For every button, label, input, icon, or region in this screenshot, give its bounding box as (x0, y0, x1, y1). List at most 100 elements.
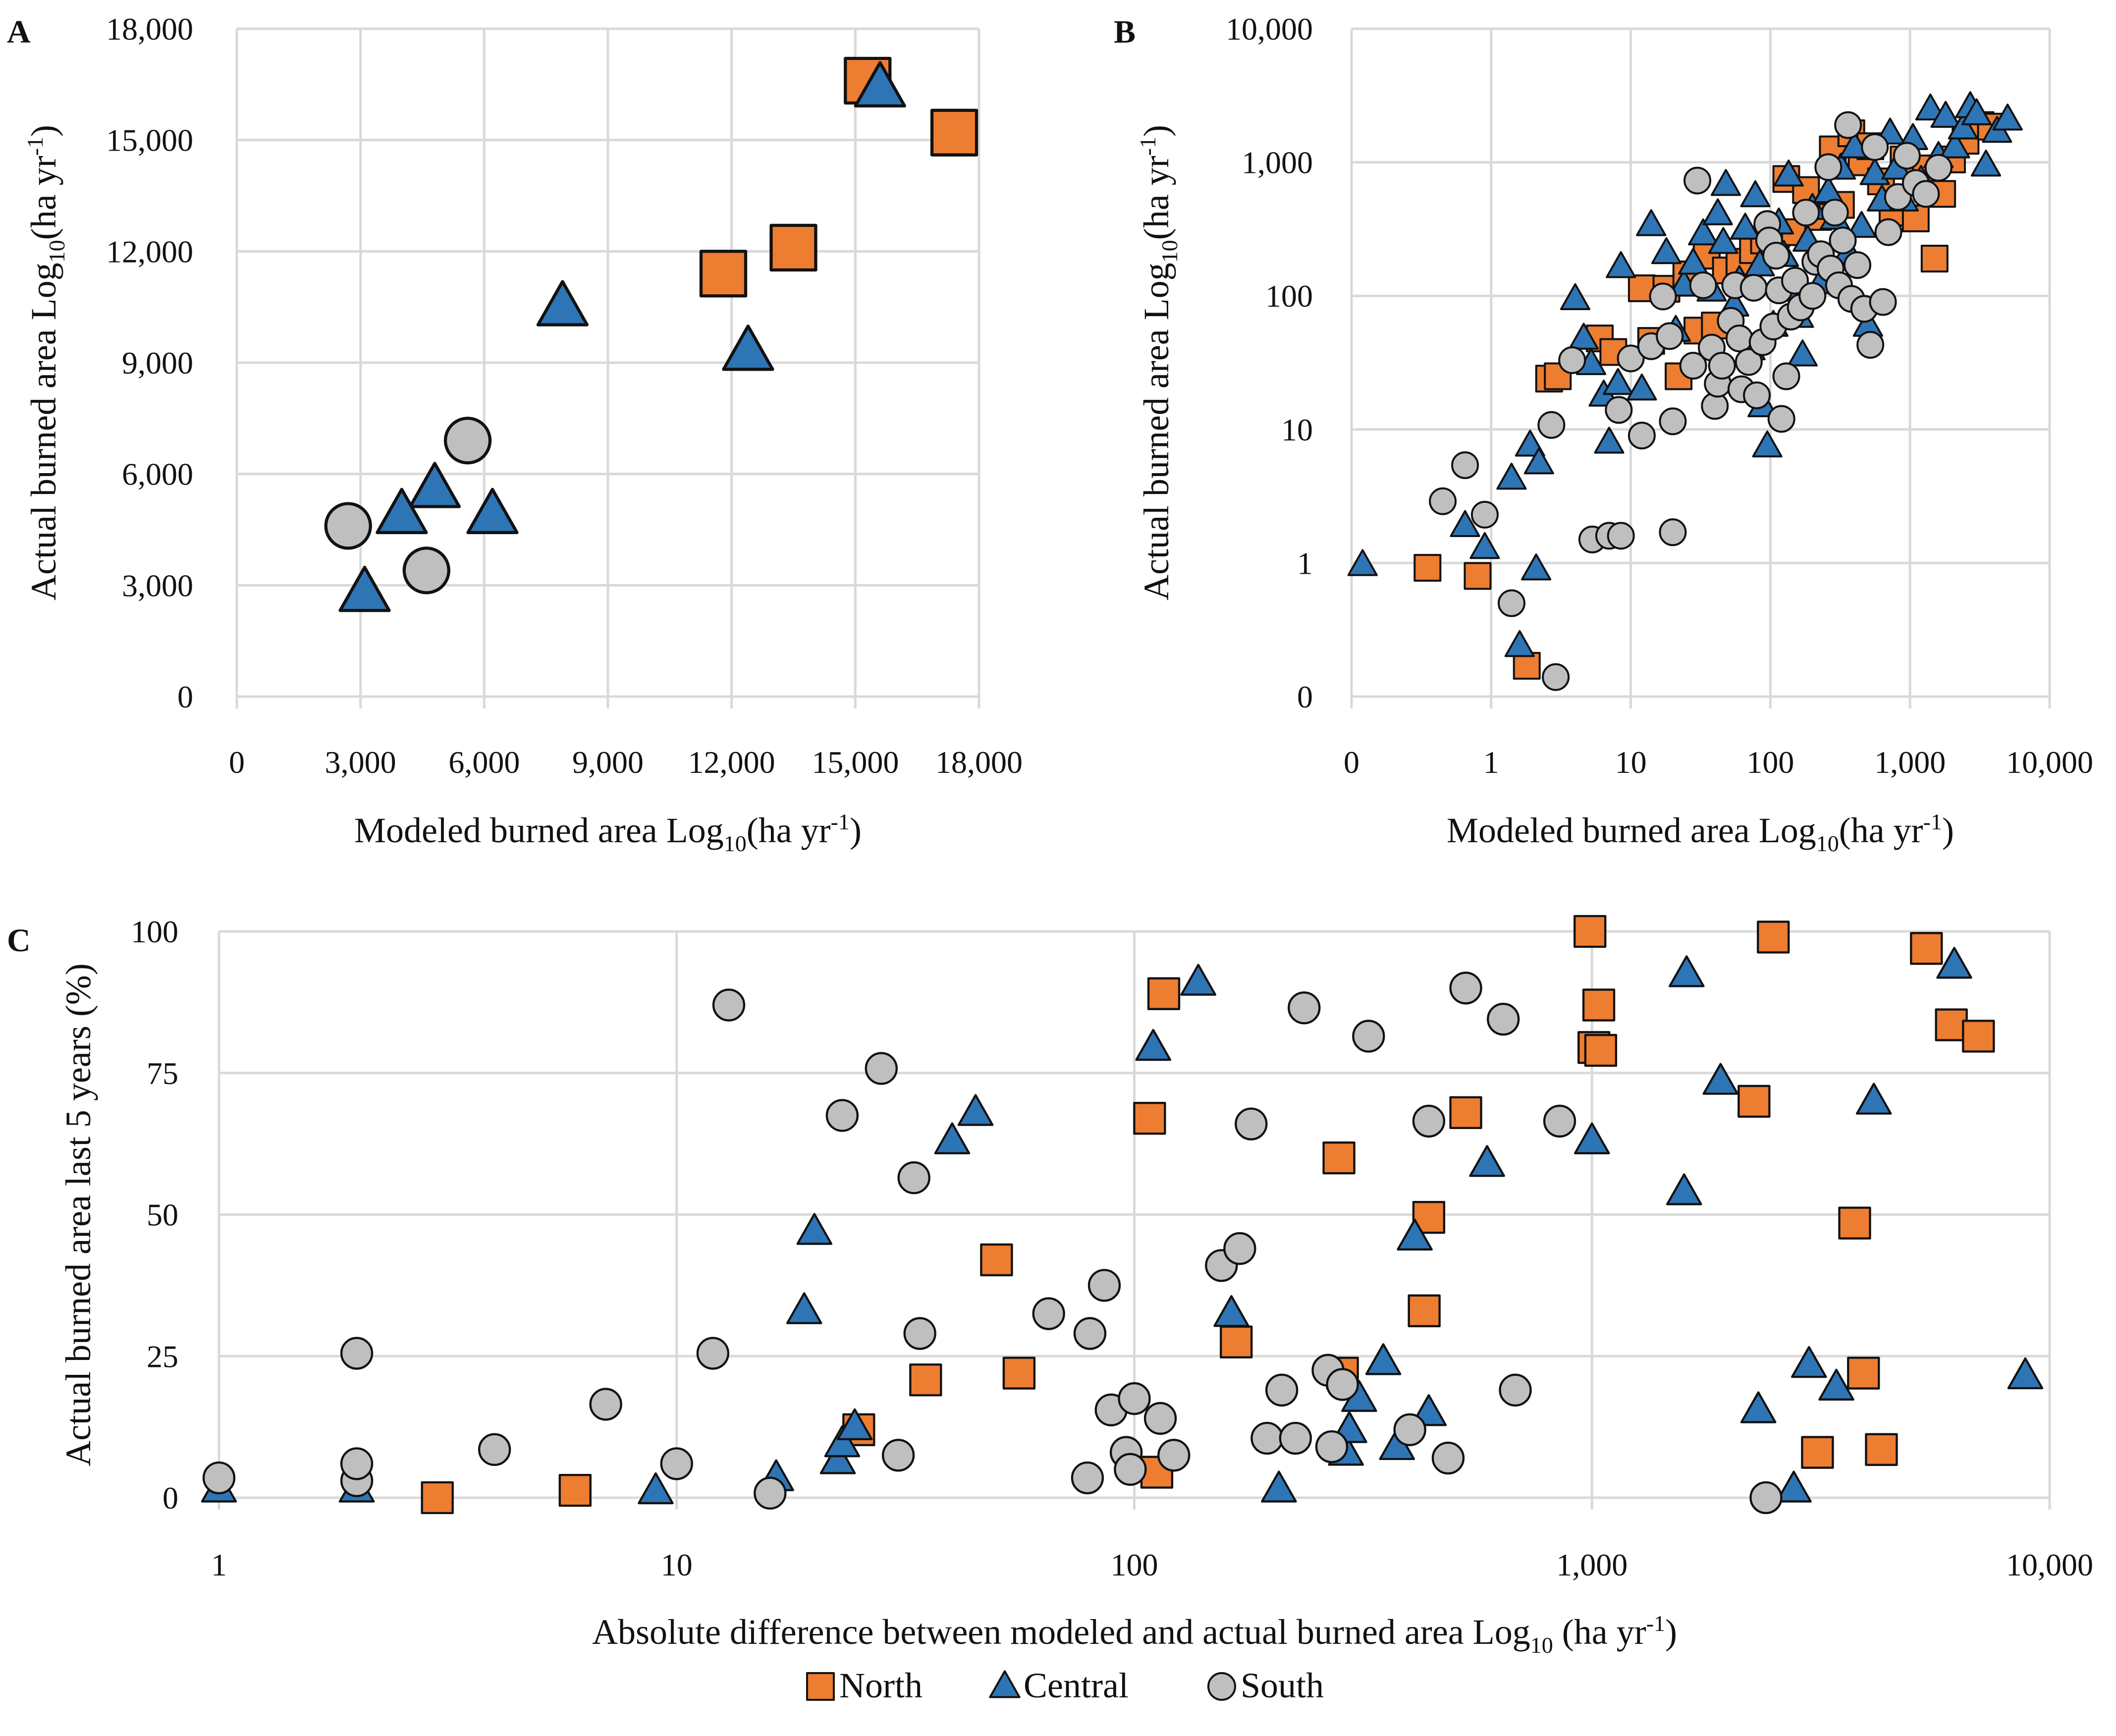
panel-c-chart: 1 10 100 1,000 10,000 0 25 50 75 100 C Absolute dif… (7, 914, 2093, 1658)
panel-b-ytick-label: 10 (1281, 412, 1313, 447)
south-point (1537, 411, 1566, 439)
south-point (1689, 271, 1717, 299)
panel-c-ytick-label: 75 (147, 1056, 178, 1091)
panel-a-ytick-label: 6,000 (122, 457, 193, 492)
central-point (957, 1094, 994, 1126)
central-point (1730, 213, 1761, 240)
south-point (897, 1161, 930, 1194)
panel-b-x-axis-label-sub: 10 (1816, 831, 1839, 856)
north-point (1838, 1206, 1871, 1240)
south-point (443, 417, 492, 465)
panel-a-ytick-label: 18,000 (106, 11, 193, 47)
north-point (980, 1243, 1013, 1277)
panel-b-xtick-label: 0 (1344, 745, 1359, 780)
south-point (1279, 1421, 1312, 1455)
south-point (202, 1461, 236, 1495)
central-point (1504, 630, 1535, 657)
panel-b-x-axis-label: Modeled burned area Log10(ha yr-1) (1447, 809, 1954, 856)
panel-b-ytick-label: 0 (1297, 679, 1313, 714)
south-point (1844, 251, 1872, 279)
south-point (1451, 451, 1479, 479)
south-point (1798, 282, 1827, 310)
north-point (1147, 977, 1181, 1010)
south-point (340, 1447, 374, 1480)
north-point (1757, 921, 1790, 954)
south-point (1431, 1441, 1465, 1475)
north-point (1413, 554, 1442, 582)
north-point (930, 108, 978, 157)
panel-b-xtick-label: 10,000 (2006, 745, 2093, 780)
panel-a-x-axis-label-main: Modeled burned area Log (354, 811, 724, 850)
central-point (1135, 1029, 1172, 1061)
north-point (1220, 1325, 1253, 1358)
south-point (1223, 1232, 1256, 1265)
south-point (825, 1099, 859, 1132)
panel-a-ytick-label: 3,000 (122, 568, 193, 603)
south-point (1628, 422, 1656, 450)
south-point (1118, 1382, 1151, 1415)
south-point (1607, 522, 1635, 550)
south-point (1143, 1402, 1177, 1435)
panel-a-y-axis-label: Actual burned area Log10(ha yr-1) (22, 125, 69, 600)
south-point (1781, 267, 1809, 295)
south-point (1649, 282, 1677, 311)
panel-a-chart: 0 3,000 6,000 9,000 12,000 15,000 18,000 0 3,000… (7, 11, 1023, 856)
panel-c-x-axis-label-main: Absolute difference between modeled and … (592, 1612, 1530, 1652)
central-point (1469, 1145, 1505, 1177)
south-point (1605, 396, 1633, 424)
south-point (1679, 352, 1707, 380)
panel-b-y-axis-label: Actual burned area Log10(ha yr-1) (1135, 125, 1182, 600)
south-point (1912, 180, 1940, 208)
panel-b-ytick-label: 10,000 (1226, 11, 1313, 47)
south-point (1288, 991, 1321, 1025)
panel-c-y-axis-label-main: Actual burned area last 5 years (%) (58, 963, 98, 1466)
central-point (722, 325, 774, 371)
central-point (1948, 112, 1978, 140)
south-point (1487, 1002, 1520, 1036)
panel-c-series-south (202, 972, 1783, 1515)
panel-b-x-axis-label-main: Modeled burned area Log (1447, 811, 1816, 850)
panel-c-letter: C (7, 922, 31, 959)
central-point (1708, 227, 1738, 254)
central-point (1961, 98, 1992, 125)
south-point (1073, 1317, 1107, 1350)
south-point (589, 1388, 622, 1421)
south-point (1429, 487, 1457, 515)
panel-a-xtick-label: 12,000 (688, 745, 775, 780)
panel-a-x-axis-label-unit: (ha yr (747, 811, 831, 850)
south-point (1542, 663, 1570, 691)
panel-c-ytick-label: 0 (163, 1480, 178, 1516)
central-point (1397, 1218, 1433, 1251)
central-point (1787, 339, 1818, 367)
central-point (536, 280, 589, 326)
panel-b-y-axis-label-sup: -1 (1135, 137, 1160, 156)
south-point (1470, 500, 1499, 529)
panel-a-series-south (324, 417, 492, 595)
panel-c-xtick-label: 100 (1111, 1547, 1158, 1582)
panel-b-x-axis-label-sup: -1 (1923, 809, 1942, 834)
panel-a-x-axis-label-sup: -1 (831, 809, 850, 834)
central-point (1365, 1343, 1402, 1375)
panel-c-x-axis-label-unit: (ha yr (1553, 1612, 1646, 1652)
panel-c-xtick-label: 1 (211, 1547, 227, 1582)
south-point (1739, 273, 1768, 302)
south-point (340, 1337, 374, 1370)
panel-c-x-axis-label-sup: -1 (1646, 1611, 1665, 1636)
south-point (1071, 1461, 1104, 1495)
central-point (1347, 549, 1378, 576)
central-point (824, 1425, 861, 1458)
panel-c-x-axis-label-end: ) (1665, 1612, 1677, 1652)
south-point (1352, 1020, 1385, 1053)
south-point (1814, 153, 1843, 181)
south-point (1767, 405, 1795, 433)
central-point (1568, 323, 1599, 350)
central-point (1791, 1346, 1827, 1378)
south-point (754, 1476, 787, 1510)
panel-b-chart: 0 1 10 100 1,000 10,000 0 1 10 100 1,000 10,000 B Mod… (1114, 11, 2093, 856)
central-point (1523, 447, 1554, 475)
panel-c-xtick-label: 1,000 (1556, 1547, 1628, 1582)
south-point (1393, 1413, 1426, 1447)
panel-b-ytick-label: 1,000 (1242, 145, 1313, 180)
north-point (1464, 562, 1492, 590)
